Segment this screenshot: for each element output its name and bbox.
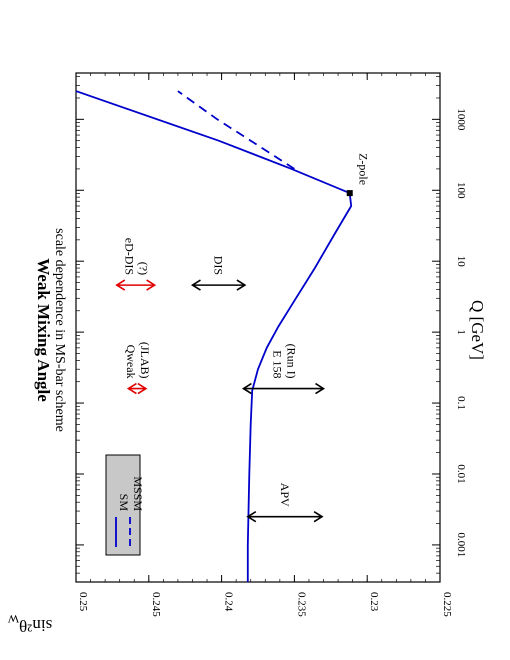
legend-mssm-label: MSSM bbox=[131, 476, 145, 511]
x-tick-label: 1 bbox=[455, 329, 467, 335]
measurement-e-158-sublabel: (Run I) bbox=[284, 344, 298, 379]
zpole-marker bbox=[346, 190, 353, 197]
legend-box bbox=[105, 454, 141, 556]
measurement-qweak-sublabel: (JLAB) bbox=[138, 342, 152, 379]
measurement-e-158-label: E 158 bbox=[270, 350, 284, 378]
measurement-ed-dis-arrowhead bbox=[115, 279, 126, 291]
x-tick-label: 0.1 bbox=[455, 396, 467, 410]
x-tick-label: 1000 bbox=[455, 108, 467, 131]
measurement-e-158-arrowhead bbox=[241, 382, 252, 395]
y-tick-label: 0.235 bbox=[295, 592, 307, 617]
measurement-apv-label: APV bbox=[278, 483, 292, 507]
measurement-apv-arrowhead bbox=[246, 511, 257, 523]
measurement-ed-dis-arrowhead bbox=[146, 279, 157, 291]
chart-subtitle: scale dependence in MS-bar scheme bbox=[52, 228, 67, 432]
series-mssm-line bbox=[177, 90, 295, 170]
zpole-label: Z-pole bbox=[357, 153, 371, 185]
measurement-dis-arrowhead bbox=[190, 279, 201, 291]
plot-frame bbox=[75, 72, 441, 583]
measurement-qweak-arrowhead bbox=[126, 382, 137, 395]
measurement-qweak-label: Qweak bbox=[124, 345, 138, 379]
measurement-dis-arrowhead bbox=[236, 279, 247, 291]
measurement-ed-dis-sublabel: (?) bbox=[137, 262, 151, 275]
chart-title: Weak Mixing Angle bbox=[34, 258, 53, 402]
y-axis-title: sin²θW bbox=[7, 612, 52, 635]
y-tick-label: 0.245 bbox=[150, 592, 162, 617]
measurement-apv-arrowhead bbox=[313, 511, 324, 523]
x-tick-label: 0.001 bbox=[455, 533, 467, 558]
measurement-qweak-arrowhead bbox=[137, 382, 148, 395]
series-sm-line bbox=[76, 90, 353, 582]
y-axis-title-subscript: W bbox=[7, 612, 19, 626]
x-axis-title: Q [GeV] bbox=[468, 300, 487, 360]
y-tick-label: 0.25 bbox=[77, 592, 89, 612]
x-tick-label: 100 bbox=[455, 182, 467, 199]
x-tick-label: 0.01 bbox=[455, 464, 467, 483]
measurement-ed-dis-label: eD-DIS bbox=[123, 238, 137, 275]
x-tick-label: 10 bbox=[455, 256, 467, 268]
y-tick-label: 0.24 bbox=[223, 592, 235, 612]
measurement-e-158-arrowhead bbox=[315, 382, 326, 395]
y-tick-label: 0.225 bbox=[441, 592, 453, 617]
measurement-dis-label: DIS bbox=[212, 256, 226, 275]
legend-sm-label: SM bbox=[117, 494, 131, 512]
y-axis-title-main: sin²θ bbox=[19, 616, 52, 635]
y-tick-label: 0.23 bbox=[368, 592, 380, 612]
